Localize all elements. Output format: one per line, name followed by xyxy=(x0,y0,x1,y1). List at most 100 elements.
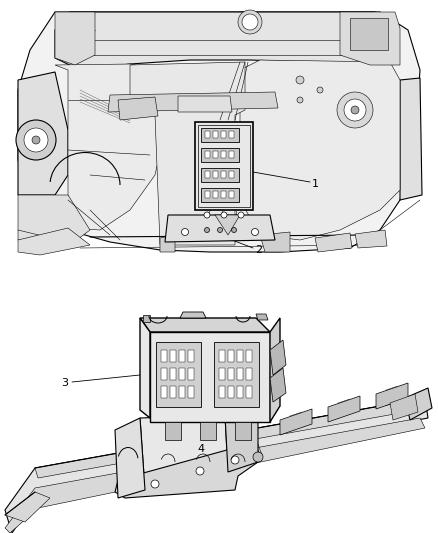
Polygon shape xyxy=(405,388,432,420)
Polygon shape xyxy=(340,12,400,65)
Polygon shape xyxy=(219,368,225,380)
Polygon shape xyxy=(237,350,243,362)
Polygon shape xyxy=(140,318,150,418)
Circle shape xyxy=(218,228,223,232)
Polygon shape xyxy=(161,350,167,362)
Polygon shape xyxy=(115,445,258,498)
Polygon shape xyxy=(228,386,234,398)
Circle shape xyxy=(242,14,258,30)
Polygon shape xyxy=(240,60,400,240)
Circle shape xyxy=(296,76,304,84)
Polygon shape xyxy=(180,312,206,318)
Circle shape xyxy=(297,97,303,103)
Polygon shape xyxy=(270,340,286,375)
Text: 3: 3 xyxy=(61,378,68,388)
Circle shape xyxy=(196,467,204,475)
Polygon shape xyxy=(355,230,387,248)
Polygon shape xyxy=(140,415,228,490)
Polygon shape xyxy=(130,62,245,245)
Polygon shape xyxy=(237,386,243,398)
Polygon shape xyxy=(170,350,176,362)
Polygon shape xyxy=(215,215,240,235)
Polygon shape xyxy=(18,72,68,195)
Polygon shape xyxy=(188,350,194,362)
Polygon shape xyxy=(5,492,50,522)
Polygon shape xyxy=(156,342,201,407)
Circle shape xyxy=(253,452,263,462)
Polygon shape xyxy=(188,386,194,398)
Polygon shape xyxy=(228,350,234,362)
Polygon shape xyxy=(179,350,185,362)
Polygon shape xyxy=(205,151,210,158)
Polygon shape xyxy=(205,131,210,138)
Polygon shape xyxy=(221,151,226,158)
Polygon shape xyxy=(0,265,438,533)
Circle shape xyxy=(238,10,262,34)
Polygon shape xyxy=(108,92,278,112)
Polygon shape xyxy=(18,195,90,245)
Polygon shape xyxy=(246,368,252,380)
Polygon shape xyxy=(221,191,226,198)
Circle shape xyxy=(251,229,258,236)
Polygon shape xyxy=(228,368,234,380)
Polygon shape xyxy=(188,368,194,380)
Circle shape xyxy=(238,212,244,218)
Polygon shape xyxy=(237,368,243,380)
Polygon shape xyxy=(161,368,167,380)
Text: 4: 4 xyxy=(197,444,204,454)
Polygon shape xyxy=(178,96,232,112)
Circle shape xyxy=(151,480,159,488)
Polygon shape xyxy=(328,396,360,422)
Circle shape xyxy=(232,228,237,232)
Polygon shape xyxy=(150,332,270,422)
Circle shape xyxy=(231,456,239,464)
Polygon shape xyxy=(280,409,312,435)
Polygon shape xyxy=(214,342,259,407)
Circle shape xyxy=(221,212,227,218)
Polygon shape xyxy=(221,131,226,138)
Polygon shape xyxy=(179,368,185,380)
Polygon shape xyxy=(260,232,290,252)
Text: 2: 2 xyxy=(255,245,262,255)
Polygon shape xyxy=(115,418,145,498)
Circle shape xyxy=(317,87,323,93)
Polygon shape xyxy=(219,386,225,398)
Polygon shape xyxy=(140,318,270,332)
Circle shape xyxy=(32,136,40,144)
Polygon shape xyxy=(270,368,286,402)
Polygon shape xyxy=(229,171,234,178)
Polygon shape xyxy=(55,64,170,230)
Polygon shape xyxy=(390,394,418,420)
Polygon shape xyxy=(143,315,150,322)
Text: 1: 1 xyxy=(312,179,319,189)
Polygon shape xyxy=(165,422,181,440)
Polygon shape xyxy=(201,188,239,202)
Polygon shape xyxy=(200,422,216,440)
Polygon shape xyxy=(246,350,252,362)
Polygon shape xyxy=(229,191,234,198)
Polygon shape xyxy=(225,405,258,472)
Polygon shape xyxy=(201,148,239,162)
Circle shape xyxy=(204,212,210,218)
Circle shape xyxy=(16,120,56,160)
Polygon shape xyxy=(5,418,425,533)
Polygon shape xyxy=(229,131,234,138)
Polygon shape xyxy=(376,383,408,409)
Polygon shape xyxy=(118,97,158,120)
Polygon shape xyxy=(55,12,395,70)
Circle shape xyxy=(205,228,209,232)
Polygon shape xyxy=(235,422,251,440)
Polygon shape xyxy=(213,151,218,158)
Polygon shape xyxy=(170,368,176,380)
Polygon shape xyxy=(213,131,218,138)
Polygon shape xyxy=(170,386,176,398)
Polygon shape xyxy=(205,191,210,198)
Polygon shape xyxy=(400,78,422,200)
Polygon shape xyxy=(219,350,225,362)
Polygon shape xyxy=(25,8,413,252)
Polygon shape xyxy=(55,12,95,65)
Polygon shape xyxy=(195,122,253,210)
Polygon shape xyxy=(315,233,352,252)
Polygon shape xyxy=(229,151,234,158)
Polygon shape xyxy=(221,171,226,178)
